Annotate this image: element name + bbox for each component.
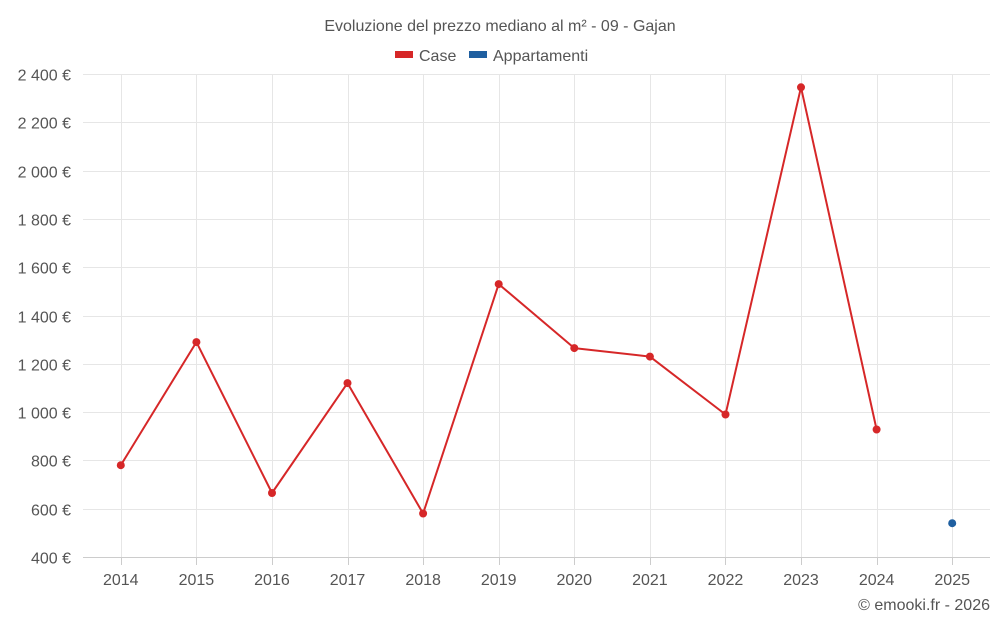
x-tick-label: 2023 <box>783 572 819 589</box>
credit-text: © emooki.fr - 2026 <box>858 597 990 614</box>
y-tick-label: 1 400 € <box>18 310 71 327</box>
x-tick-label: 2020 <box>556 572 592 589</box>
y-gridlines <box>83 74 990 510</box>
legend-swatch-appartamenti <box>469 51 487 58</box>
data-point-case-2020[interactable] <box>570 344 579 353</box>
x-tick-label: 2016 <box>254 572 290 589</box>
y-tick-label: 2 000 € <box>18 165 71 182</box>
y-tick-label: 2 400 € <box>18 68 71 85</box>
y-axis-ticks: 400 € 600 € 800 € 1 000 € 1 200 € 1 400 € 1 60… <box>18 68 71 568</box>
y-tick-label: 2 200 € <box>18 116 71 133</box>
data-point-case-2018[interactable] <box>419 509 428 518</box>
data-point-case-2023[interactable] <box>797 83 805 92</box>
data-point-case-2021[interactable] <box>645 352 654 361</box>
x-tick-label: 2022 <box>708 572 744 589</box>
data-point-case-2022[interactable] <box>721 410 730 419</box>
series-line-case <box>119 86 878 515</box>
legend-swatch-case <box>395 51 413 58</box>
legend-item-appartamenti[interactable]: Appartamenti <box>469 48 588 65</box>
data-point-case-2024[interactable] <box>872 425 881 434</box>
x-tick-label: 2025 <box>934 572 970 589</box>
x-tick-label: 2018 <box>405 572 441 589</box>
x-tick-label: 2017 <box>330 572 366 589</box>
x-tick-label: 2021 <box>632 572 668 589</box>
x-tick-label: 2014 <box>103 572 139 589</box>
y-tick-label: 1 800 € <box>18 213 71 230</box>
legend-label-appartamenti: Appartamenti <box>493 48 588 65</box>
x-tick-label: 2019 <box>481 572 517 589</box>
legend-label-case: Case <box>419 48 456 65</box>
chart-title: Evoluzione del prezzo mediano al m² - 09… <box>324 18 675 35</box>
y-tick-label: 400 € <box>31 551 71 568</box>
y-tick-label: 1 000 € <box>18 406 71 423</box>
data-point-case-2014[interactable] <box>116 461 125 470</box>
x-tick-label: 2024 <box>859 572 895 589</box>
series-layer <box>116 83 957 528</box>
data-point-case-2016[interactable] <box>268 489 276 497</box>
data-point-case-2017[interactable] <box>343 379 352 388</box>
x-axis-ticks: 2014 2015 2016 2017 2018 2019 2020 2021 2022 2023… <box>103 557 970 589</box>
y-tick-label: 800 € <box>31 454 71 471</box>
y-tick-label: 1 600 € <box>18 261 71 278</box>
data-point-case-2019[interactable] <box>494 280 503 289</box>
data-point-case-2015[interactable] <box>192 338 201 347</box>
legend: Case Appartamenti <box>395 48 588 65</box>
x-gridlines <box>121 74 953 557</box>
y-tick-label: 600 € <box>31 503 71 520</box>
x-tick-label: 2015 <box>179 572 215 589</box>
data-point-appartamenti-2025[interactable] <box>948 519 957 528</box>
y-tick-label: 1 200 € <box>18 358 71 375</box>
legend-item-case[interactable]: Case <box>395 48 456 65</box>
